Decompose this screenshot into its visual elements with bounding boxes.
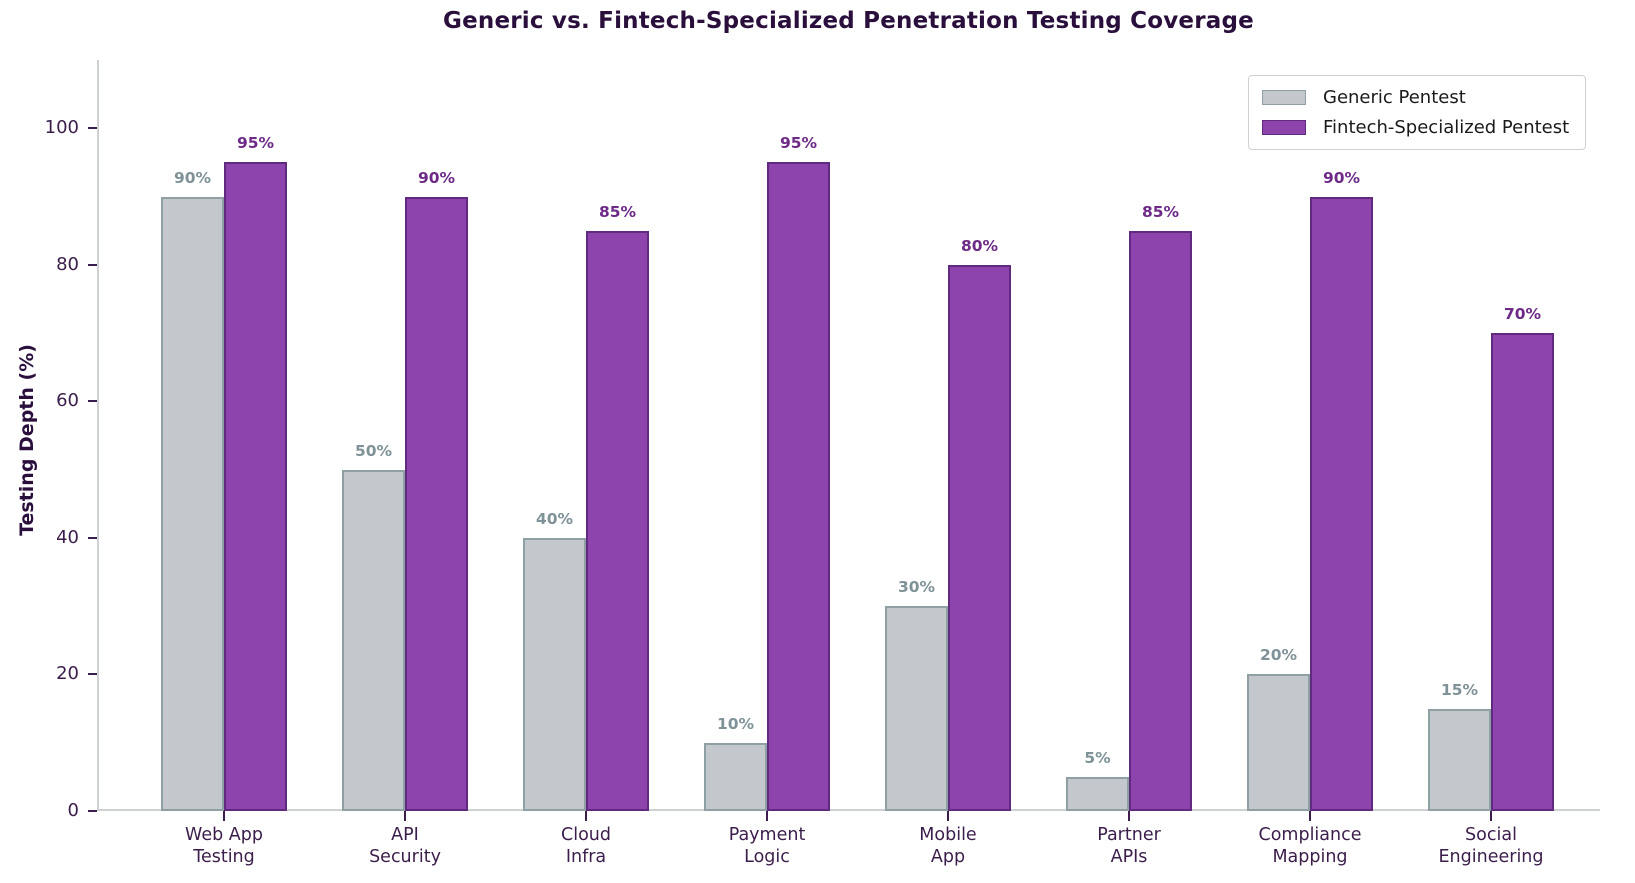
legend-row-fintech: Fintech-Specialized Pentest <box>1262 117 1569 138</box>
bar-generic-pentest-social-engineering <box>1428 709 1491 811</box>
value-label-generic-pentest-partner-apis: 5% <box>1084 749 1111 767</box>
x-tick-label-mobile-app: Mobile App <box>919 825 977 867</box>
value-label-fintech-specialized-pentest-social-engineering: 70% <box>1503 305 1542 323</box>
legend-label-generic: Generic Pentest <box>1323 87 1466 108</box>
y-tick-mark <box>88 400 97 403</box>
x-tick-mark <box>1309 811 1311 821</box>
bar-fintech-specialized-pentest-mobile-app <box>948 265 1011 811</box>
value-label-generic-pentest-api-security: 50% <box>354 442 393 460</box>
bar-fintech-specialized-pentest-partner-apis <box>1129 231 1192 811</box>
bar-fintech-specialized-pentest-api-security <box>405 197 468 811</box>
y-tick-label: 0 <box>67 800 79 821</box>
plot-area: 0 20 40 60 80 100 Web App Testing 90% 95% API Sec… <box>45 60 1600 867</box>
y-tick-label: 100 <box>44 117 79 139</box>
y-tick-label: 80 <box>56 253 79 275</box>
chart-title: Generic vs. Fintech-Specialized Penetrat… <box>443 8 1254 34</box>
value-label-generic-pentest-mobile-app: 30% <box>897 578 936 596</box>
y-tick-label: 60 <box>56 390 79 412</box>
bar-fintech-specialized-pentest-social-engineering <box>1491 333 1554 811</box>
x-tick-mark <box>1490 811 1492 821</box>
value-label-fintech-specialized-pentest-payment-logic: 95% <box>779 134 818 152</box>
bar-generic-pentest-partner-apis <box>1066 777 1129 811</box>
legend: Generic Pentest Fintech-Specialized Pent… <box>1248 75 1587 150</box>
legend-swatch-fintech <box>1262 120 1306 135</box>
value-label-generic-pentest-web-app-testing: 90% <box>173 169 212 187</box>
value-label-generic-pentest-compliance-mapping: 20% <box>1259 646 1298 664</box>
y-tick-label: 40 <box>56 526 79 548</box>
bar-fintech-specialized-pentest-web-app-testing <box>224 162 287 811</box>
y-tick-label: 20 <box>56 663 79 685</box>
x-tick-mark <box>223 811 225 821</box>
value-label-fintech-specialized-pentest-cloud-infra: 85% <box>598 203 637 221</box>
x-tick-mark <box>585 811 587 821</box>
legend-swatch-generic <box>1262 90 1306 105</box>
y-tick-mark <box>88 810 97 812</box>
bar-generic-pentest-web-app-testing <box>161 197 224 811</box>
x-tick-label-cloud-infra: Cloud Infra <box>561 825 611 867</box>
bar-generic-pentest-mobile-app <box>885 606 948 811</box>
y-tick-mark <box>88 263 97 266</box>
value-label-fintech-specialized-pentest-partner-apis: 85% <box>1141 203 1180 221</box>
value-label-generic-pentest-cloud-infra: 40% <box>535 510 574 528</box>
value-label-fintech-specialized-pentest-mobile-app: 80% <box>960 237 999 255</box>
x-tick-label-social-engineering: Social Engineering <box>1438 825 1544 867</box>
y-tick-mark <box>88 673 97 676</box>
bar-fintech-specialized-pentest-compliance-mapping <box>1310 197 1373 811</box>
x-tick-mark <box>947 811 949 821</box>
value-label-generic-pentest-social-engineering: 15% <box>1440 681 1479 699</box>
bar-generic-pentest-cloud-infra <box>523 538 586 811</box>
x-tick-label-payment-logic: Payment Logic <box>728 825 806 867</box>
y-tick-mark <box>88 536 97 539</box>
x-tick-mark <box>404 811 406 821</box>
x-tick-label-partner-apis: Partner APIs <box>1097 825 1161 867</box>
legend-label-fintech: Fintech-Specialized Pentest <box>1323 117 1570 138</box>
y-tick-mark <box>88 127 97 130</box>
bar-fintech-specialized-pentest-cloud-infra <box>586 231 649 811</box>
value-label-fintech-specialized-pentest-web-app-testing: 95% <box>236 134 275 152</box>
bar-generic-pentest-payment-logic <box>704 743 767 811</box>
x-tick-label-web-app-testing: Web App Testing <box>185 825 263 867</box>
x-tick-mark <box>1128 811 1130 821</box>
x-tick-label-api-security: API Security <box>369 825 441 867</box>
value-label-fintech-specialized-pentest-compliance-mapping: 90% <box>1322 169 1361 187</box>
y-axis-label-text: Testing Depth (%) <box>16 344 38 536</box>
bar-generic-pentest-compliance-mapping <box>1247 674 1310 811</box>
x-tick-label-compliance-mapping: Compliance Mapping <box>1258 825 1362 867</box>
legend-row-generic: Generic Pentest <box>1262 87 1569 108</box>
bar-fintech-specialized-pentest-payment-logic <box>767 162 830 811</box>
bar-generic-pentest-api-security <box>342 470 405 811</box>
x-tick-mark <box>766 811 768 821</box>
value-label-fintech-specialized-pentest-api-security: 90% <box>417 169 456 187</box>
value-label-generic-pentest-payment-logic: 10% <box>716 715 755 733</box>
